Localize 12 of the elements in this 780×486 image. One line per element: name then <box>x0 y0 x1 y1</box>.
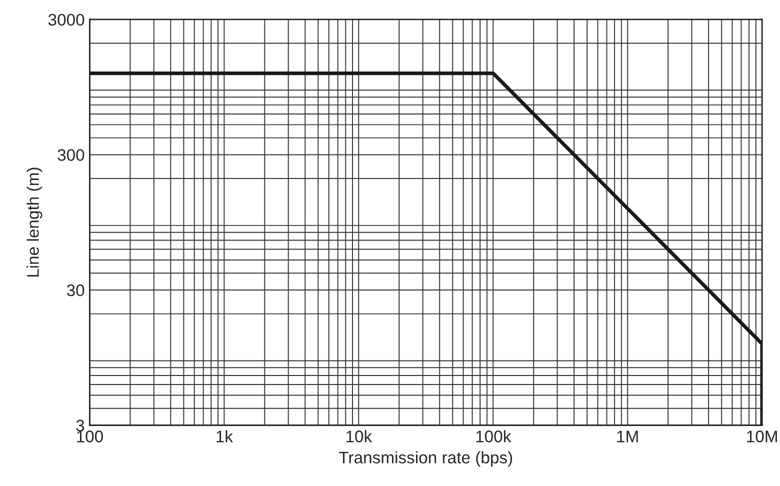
y-tick-label: 300 <box>58 149 84 161</box>
y-axis-title: Line length (m) <box>26 168 42 277</box>
y-tick-label: 3000 <box>48 14 84 26</box>
x-tick-label: 100 <box>77 430 103 442</box>
x-axis-title: Transmission rate (bps) <box>339 451 512 467</box>
y-tick-label: 30 <box>66 284 84 296</box>
x-tick-label: 10k <box>346 430 372 442</box>
x-tick-label: 10M <box>747 430 777 442</box>
x-tick-label: 100k <box>476 430 512 442</box>
x-tick-label: 1M <box>617 430 638 442</box>
x-tick-label: 1k <box>216 430 233 442</box>
y-tick-label: 3 <box>76 420 84 432</box>
